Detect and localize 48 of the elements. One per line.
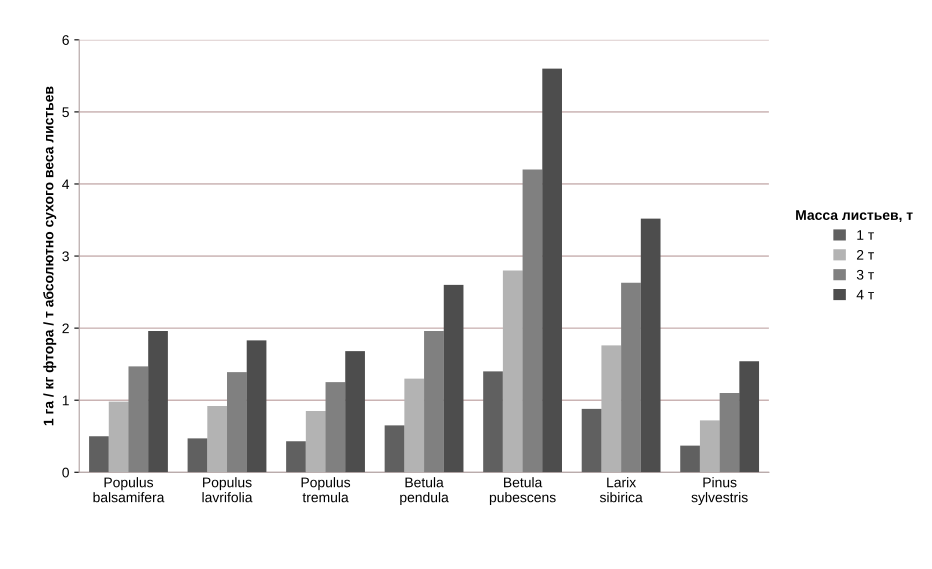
- bar: [89, 436, 109, 472]
- bar: [680, 446, 700, 472]
- bar: [306, 411, 326, 472]
- bar: [128, 366, 148, 472]
- x-tick-label: Populus tremula: [302, 477, 350, 502]
- bar: [739, 361, 760, 472]
- bar: [188, 438, 208, 472]
- bar: [286, 441, 306, 472]
- bar: [640, 218, 661, 472]
- y-tick-label: 0: [62, 468, 69, 478]
- legend-label: 3 т: [856, 270, 874, 280]
- bar: [700, 420, 720, 472]
- bar: [483, 371, 503, 472]
- bar: [502, 270, 523, 472]
- x-tick-label: Betula pubescens: [490, 477, 556, 506]
- bar: [148, 331, 168, 472]
- bar: [246, 340, 266, 472]
- bar: [345, 351, 365, 472]
- legend-label: 2 т: [856, 250, 874, 260]
- legend-label: 1 т: [857, 230, 874, 240]
- bar: [207, 406, 228, 472]
- bar: [522, 170, 542, 472]
- legend-label: 4 т: [856, 290, 874, 300]
- y-tick-label: 3: [62, 251, 69, 262]
- legend-title: Масса листьев, т: [796, 210, 913, 222]
- bar: [326, 382, 346, 472]
- x-tick-label: Pinus sylvestris: [691, 477, 748, 506]
- bar: [601, 345, 622, 472]
- bar: [404, 378, 424, 472]
- bar: [542, 68, 562, 472]
- x-tick-label: Populus balsamifera: [93, 477, 164, 502]
- y-tick-label: 5: [62, 107, 69, 118]
- y-tick-label: 6: [62, 35, 69, 45]
- bar: [384, 425, 404, 472]
- bar: [582, 408, 602, 472]
- y-tick-label: 2: [62, 323, 69, 334]
- x-tick-label: Populus lavrifolia: [202, 477, 252, 502]
- bar: [621, 282, 641, 472]
- y-tick-label: 4: [62, 179, 70, 190]
- x-tick-label: Larix sibirica: [600, 477, 643, 502]
- x-tick-label: Betula pendula: [400, 477, 449, 506]
- y-tick-label: 1: [62, 396, 69, 406]
- bar: [108, 402, 128, 472]
- bar: [444, 284, 464, 472]
- bar: [424, 331, 444, 472]
- bar: [720, 392, 740, 472]
- bar: [227, 372, 247, 472]
- y-axis-title: 1 га / кг фтора / т абсолютно сухого веса листьев: [43, 86, 56, 426]
